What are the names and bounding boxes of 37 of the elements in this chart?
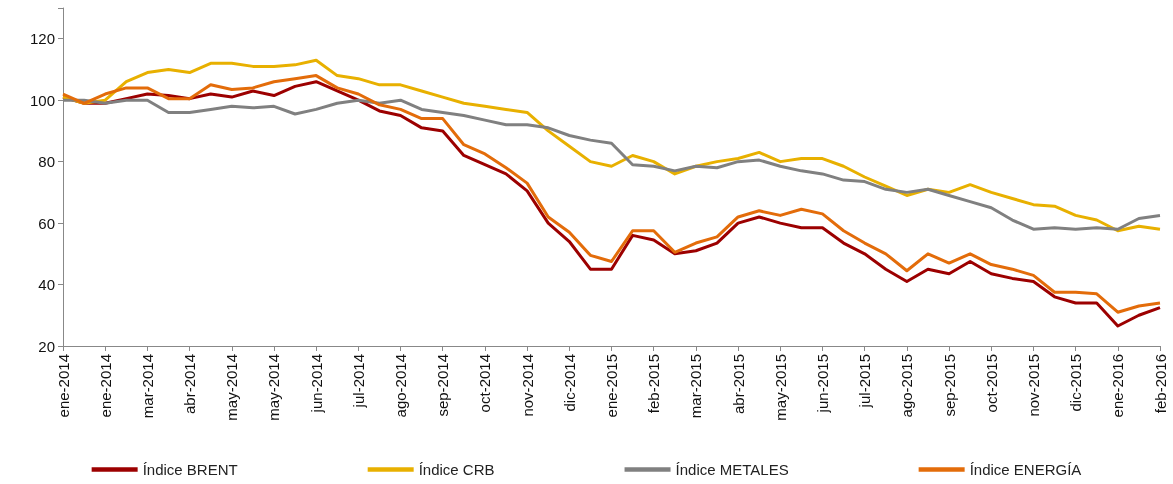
legend-label: Índice CRB [418, 461, 495, 478]
x-tick-label: jun-2014 [307, 354, 325, 414]
x-tick-label: nov-2014 [518, 354, 536, 417]
x-tick-label: ene-2015 [603, 354, 620, 418]
x-tick-label: feb-2016 [1151, 354, 1169, 414]
x-tick-label: mar-2015 [687, 354, 705, 419]
x-tick-label: oct-2014 [476, 354, 494, 413]
x-tick-label: may-2015 [771, 354, 789, 421]
y-tick-label: 120 [29, 30, 55, 48]
x-tick-label: dic-2014 [560, 354, 578, 412]
x-tick-label: jul-2015 [856, 354, 874, 409]
y-tick-label: 40 [38, 276, 55, 294]
x-tick-label: may-2014 [265, 354, 283, 421]
x-tick-label: ago-2014 [392, 354, 410, 418]
x-tick-label: sep-2014 [434, 354, 452, 417]
x-tick-label: jun-2015 [813, 354, 831, 414]
y-tick-label: 80 [38, 153, 55, 171]
y-tick-label: 60 [38, 214, 55, 232]
x-tick-label: oct-2015 [982, 354, 1000, 413]
x-tick-label: mar-2014 [138, 354, 156, 419]
x-tick-label: feb-2015 [645, 354, 663, 414]
x-tick-label: ene-2016 [1109, 354, 1127, 418]
x-tick-label: sep-2015 [940, 354, 958, 417]
y-tick-label: 100 [29, 91, 55, 109]
y-tick-label: 20 [38, 337, 55, 355]
x-tick-label: jul-2014 [349, 354, 367, 409]
x-tick-label: ene-2014 [96, 354, 114, 418]
legend-label: Índice METALES [675, 461, 789, 478]
x-tick-label: dic-2015 [1067, 354, 1085, 412]
x-tick-label: nov-2015 [1024, 354, 1042, 417]
x-tick-label: ene-2014 [54, 354, 72, 418]
x-tick-label: ago-2015 [898, 354, 916, 418]
legend-label: Índice BRENT [142, 461, 238, 478]
x-tick-label: abr-2015 [729, 354, 747, 415]
legend-label: Índice ENERGÍA [969, 461, 1082, 478]
x-tick-label: abr-2014 [181, 354, 199, 415]
x-tick-label: may-2014 [223, 354, 241, 421]
